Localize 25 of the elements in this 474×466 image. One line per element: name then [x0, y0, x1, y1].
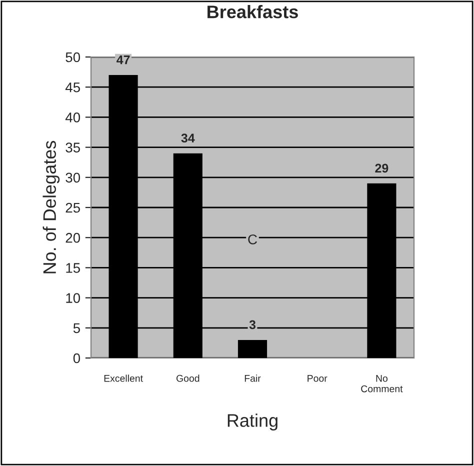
y-tick-label: 45	[65, 82, 80, 92]
annotation: C	[248, 234, 257, 244]
y-tick-label: 20	[66, 232, 80, 243]
bar	[238, 340, 268, 358]
x-tick-label: Excellent	[104, 374, 143, 382]
y-tick-label: 15	[66, 263, 80, 273]
y-axis-title: No. of Delegates	[42, 140, 60, 274]
chart-title: Breakfasts	[208, 5, 298, 18]
data-label: 34	[181, 134, 195, 143]
x-axis-title: Rating	[228, 414, 278, 430]
y-tick-label: 30	[66, 172, 80, 183]
y-tick-label: 35	[66, 142, 80, 152]
y-tick-label: 50	[66, 52, 80, 62]
y-tick-label: 10	[66, 293, 80, 303]
y-tick-label: 0	[73, 353, 80, 364]
data-label: 29	[375, 164, 388, 173]
x-tick-label: Good	[176, 374, 200, 382]
x-tick-label: No Comment	[361, 375, 403, 392]
y-tick-label: 25	[66, 202, 80, 213]
y-tick-label: 40	[65, 112, 80, 122]
x-tick-label: Fair	[244, 374, 261, 382]
data-label: 3	[249, 320, 256, 330]
data-label: 47	[116, 56, 130, 64]
y-tick-label: 5	[73, 323, 80, 334]
x-tick-label: Poor	[308, 375, 328, 382]
